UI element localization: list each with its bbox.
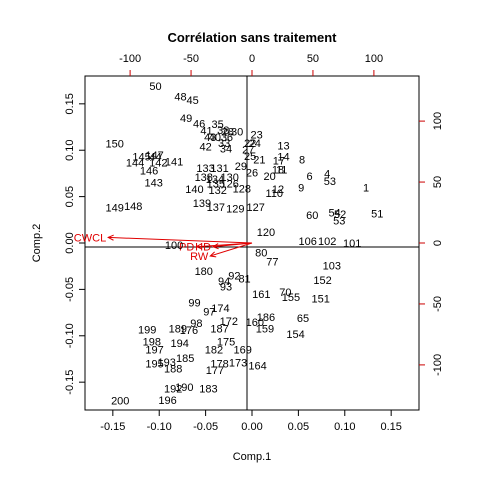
observation-label: 194 xyxy=(170,338,188,350)
y-tick-label: -0.05 xyxy=(64,277,76,302)
observation-label: 151 xyxy=(311,294,329,306)
observation-label: 173 xyxy=(229,358,247,370)
observation-label: 132 xyxy=(208,185,226,197)
observation-label: 81 xyxy=(238,273,250,285)
y-tick-label: -0.15 xyxy=(64,370,76,395)
right-tick-label: 0 xyxy=(432,240,444,246)
observation-label: 148 xyxy=(124,201,142,213)
observation-label: 53 xyxy=(333,216,345,228)
observation-label: 48 xyxy=(174,91,186,103)
top-tick-label: 0 xyxy=(249,53,255,65)
observation-label: 190 xyxy=(175,382,193,394)
observation-label: 187 xyxy=(210,323,228,335)
observation-label: 129 xyxy=(226,204,244,216)
observation-label: 174 xyxy=(211,303,229,315)
observation-label: 49 xyxy=(180,113,192,125)
observation-label: 177 xyxy=(206,365,224,377)
variable-label: RW xyxy=(190,251,209,263)
y-tick-label: -0.10 xyxy=(64,323,76,348)
observation-label: 1 xyxy=(363,182,369,194)
observation-label: 154 xyxy=(286,329,304,341)
right-tick-label: -100 xyxy=(432,354,444,376)
observation-label: 152 xyxy=(313,275,331,287)
observation-label: 11 xyxy=(276,165,287,177)
y-tick-label: 0.15 xyxy=(64,93,76,114)
observation-label: 20 xyxy=(264,171,276,183)
observation-label: 196 xyxy=(158,395,176,407)
observation-label: 140 xyxy=(185,184,203,196)
y-tick-label: 0.05 xyxy=(64,186,76,207)
observation-label: 169 xyxy=(234,345,252,357)
observation-label: 180 xyxy=(195,266,213,278)
observation-label: 199 xyxy=(138,324,156,336)
observation-label: 150 xyxy=(106,139,124,151)
observation-label: 100 xyxy=(165,240,183,252)
observation-label: 99 xyxy=(188,297,200,309)
right-tick-label: -50 xyxy=(432,296,444,312)
x-tick-label: 0.05 xyxy=(288,421,309,433)
observation-label: 26 xyxy=(246,167,258,179)
top-tick-label: 100 xyxy=(365,53,383,65)
observation-label: 65 xyxy=(297,313,309,325)
observation-label: 50 xyxy=(149,81,161,93)
observation-label: 45 xyxy=(186,95,198,107)
observation-label: 94 xyxy=(218,276,230,288)
observation-label: 176 xyxy=(180,325,198,337)
observation-label: 146 xyxy=(140,166,158,178)
observation-label: 60 xyxy=(306,210,318,222)
observation-label: 34 xyxy=(220,143,232,155)
right-tick-label: 100 xyxy=(432,112,444,130)
observation-label: 127 xyxy=(247,202,265,214)
observation-label: 120 xyxy=(257,227,275,239)
observation-label: 42 xyxy=(199,142,211,154)
observation-label: 200 xyxy=(111,396,129,408)
observation-label: 53 xyxy=(324,176,336,188)
top-tick-label: -100 xyxy=(119,53,141,65)
observation-label: 128 xyxy=(233,183,251,195)
chart-title: Corrélation sans traitement xyxy=(167,30,337,45)
right-tick-label: 50 xyxy=(432,176,444,188)
observation-label: 164 xyxy=(248,360,266,372)
top-tick-label: 50 xyxy=(307,53,319,65)
observation-label: 70 xyxy=(279,287,291,299)
observation-label: 188 xyxy=(164,363,182,375)
y-axis-label: Comp.2 xyxy=(31,224,43,263)
observation-label: 161 xyxy=(252,289,270,301)
observation-label: 183 xyxy=(199,384,217,396)
observation-label: 21 xyxy=(253,155,265,167)
observation-label: 103 xyxy=(323,260,341,272)
observation-label: 102 xyxy=(318,236,336,248)
observation-label: 77 xyxy=(266,257,278,269)
x-tick-label: 0.00 xyxy=(241,421,262,433)
observation-label: 101 xyxy=(343,238,361,250)
x-tick-label: -0.10 xyxy=(147,421,172,433)
y-tick-label: 0.10 xyxy=(64,140,76,161)
observation-label: 182 xyxy=(205,345,223,357)
x-axis-label: Comp.1 xyxy=(233,451,272,463)
observation-label: 197 xyxy=(145,345,163,357)
x-tick-label: 0.10 xyxy=(334,421,355,433)
observation-label: 106 xyxy=(298,236,316,248)
observation-label: 8 xyxy=(299,155,305,167)
observation-label: 149 xyxy=(106,203,124,215)
x-tick-label: -0.05 xyxy=(193,421,218,433)
observation-label: 143 xyxy=(144,178,162,190)
x-tick-label: -0.15 xyxy=(100,421,125,433)
observation-label: 141 xyxy=(165,156,183,168)
observation-label: 6 xyxy=(306,171,312,183)
observation-label: 51 xyxy=(371,208,383,220)
x-tick-label: 0.15 xyxy=(380,421,401,433)
top-tick-label: -50 xyxy=(183,53,199,65)
observation-label: 110 xyxy=(265,188,283,200)
observation-label: 159 xyxy=(256,323,274,335)
observation-label: 9 xyxy=(298,182,304,194)
variable-label: CWCL xyxy=(74,232,106,244)
observation-label: 137 xyxy=(207,202,225,214)
